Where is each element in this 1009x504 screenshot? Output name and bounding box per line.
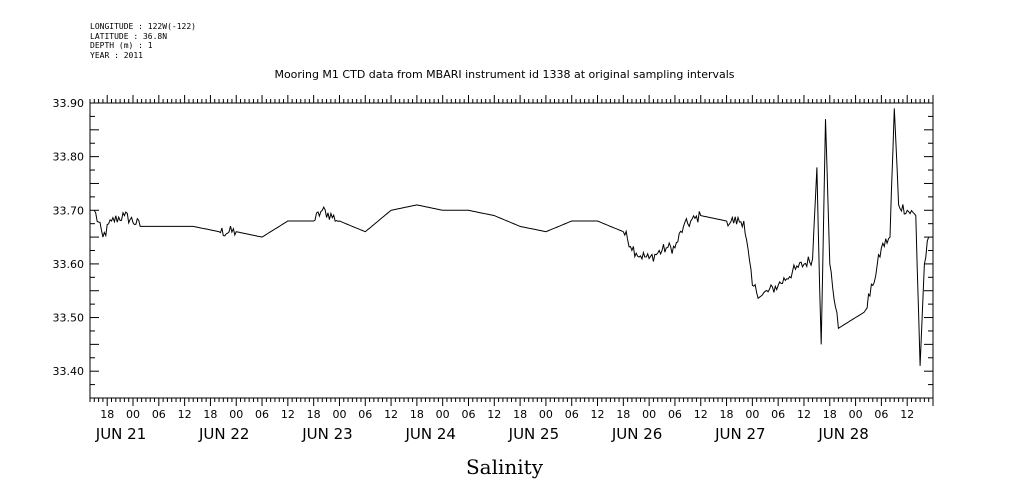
x-hour-label: 12 <box>694 408 708 421</box>
x-hour-label: 18 <box>203 408 217 421</box>
x-hour-label: 18 <box>410 408 424 421</box>
x-hour-label: 06 <box>358 408 372 421</box>
x-day-label: JUN 25 <box>508 425 559 443</box>
metadata-block: LONGITUDE : 122W(-122) LATITUDE : 36.8N … <box>90 22 196 60</box>
x-hour-label: 12 <box>797 408 811 421</box>
x-hour-label: 06 <box>874 408 888 421</box>
x-hour-label: 06 <box>565 408 579 421</box>
x-hour-label: 06 <box>461 408 475 421</box>
x-hour-label: 06 <box>771 408 785 421</box>
x-axis-label: Salinity <box>465 455 544 479</box>
x-hour-label: 12 <box>281 408 295 421</box>
x-hour-label: 12 <box>591 408 605 421</box>
x-hour-label: 00 <box>436 408 450 421</box>
x-day-label: JUN 24 <box>404 425 455 443</box>
salinity-series-line <box>93 108 930 366</box>
x-hour-label: 18 <box>616 408 630 421</box>
depth-text: DEPTH (m) : 1 <box>90 41 153 50</box>
x-hour-label: 12 <box>178 408 192 421</box>
x-hour-label: 00 <box>332 408 346 421</box>
x-hour-label: 00 <box>642 408 656 421</box>
x-day-label: JUN 28 <box>817 425 868 443</box>
x-day-label: JUN 26 <box>611 425 662 443</box>
x-hour-label: 06 <box>668 408 682 421</box>
longitude-text: LONGITUDE : 122W(-122) <box>90 22 196 31</box>
x-hour-label: 12 <box>384 408 398 421</box>
y-tick-label: 33.40 <box>53 365 85 378</box>
y-tick-label: 33.50 <box>53 312 85 325</box>
y-tick-label: 33.90 <box>53 97 85 110</box>
x-day-label: JUN 23 <box>301 425 352 443</box>
year-text: YEAR : 2011 <box>90 50 143 60</box>
x-hour-label: 18 <box>720 408 734 421</box>
x-hour-label: 12 <box>900 408 914 421</box>
plot-frame <box>89 102 934 399</box>
y-tick-label: 33.80 <box>53 151 85 164</box>
chart-title: Mooring M1 CTD data from MBARI instrumen… <box>274 68 735 81</box>
y-tick-label: 33.60 <box>53 258 85 271</box>
x-day-label: JUN 27 <box>714 425 765 443</box>
x-hour-label: 00 <box>849 408 863 421</box>
x-day-label: JUN 22 <box>198 425 249 443</box>
x-hour-label: 18 <box>823 408 837 421</box>
x-hour-label: 00 <box>126 408 140 421</box>
x-hour-label: 18 <box>307 408 321 421</box>
x-hour-label: 00 <box>539 408 553 421</box>
x-hour-label: 12 <box>487 408 501 421</box>
x-hour-label: 18 <box>513 408 527 421</box>
x-hour-label: 18 <box>100 408 114 421</box>
x-hour-label: 06 <box>152 408 166 421</box>
x-hour-label: 00 <box>229 408 243 421</box>
x-hour-label: 06 <box>255 408 269 421</box>
y-tick-label: 33.70 <box>53 204 85 217</box>
x-day-label: JUN 21 <box>95 425 146 443</box>
latitude-text: LATITUDE : 36.8N <box>90 31 168 41</box>
x-hour-label: 00 <box>745 408 759 421</box>
